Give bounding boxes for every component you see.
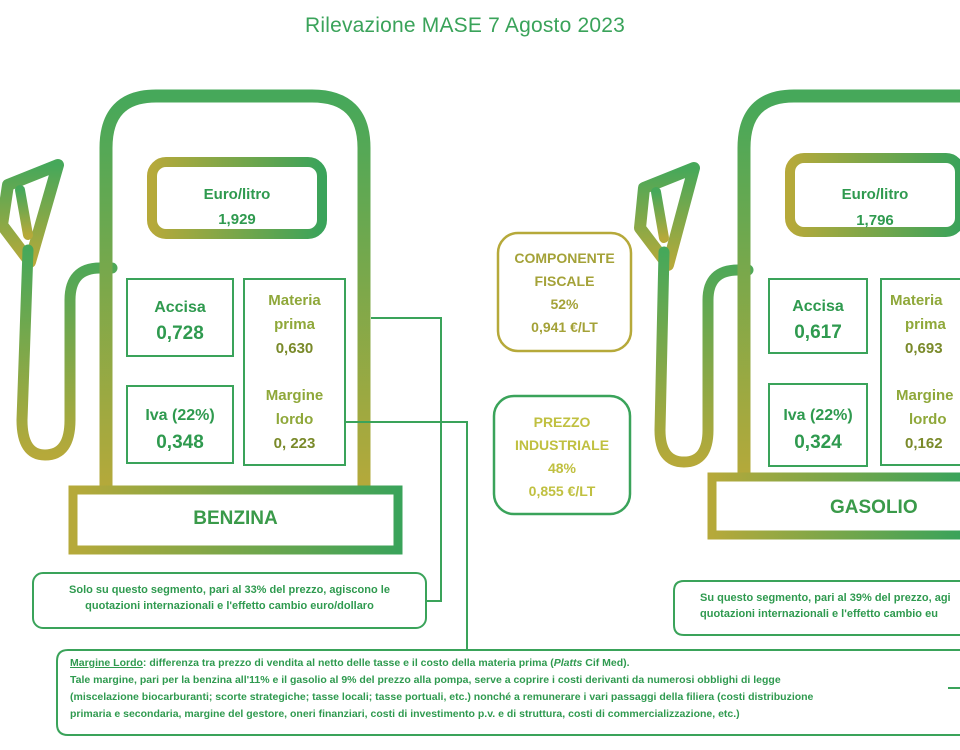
gasolio-margine-label-1: Margine bbox=[896, 387, 954, 404]
benzina-materia-label-2: prima bbox=[274, 316, 315, 333]
componente-value: 0,941 €/LT bbox=[531, 319, 598, 335]
benzina-margine-label-2: lordo bbox=[275, 411, 314, 428]
gasolio-iva-label: Iva (22%) bbox=[783, 407, 853, 424]
benzina-accisa-value: 0,728 bbox=[156, 323, 204, 344]
gasolio-margine-value: 0,162 bbox=[905, 435, 943, 452]
gasolio-note-box bbox=[673, 580, 960, 636]
benzina-materia-value: 0,630 bbox=[275, 340, 314, 357]
gasolio-euro-label: Euro/litro bbox=[841, 186, 909, 203]
prezzo-industriale-box bbox=[492, 394, 632, 516]
industriale-percent: 48% bbox=[547, 460, 577, 476]
page-title: Rilevazione MASE 7 Agosto 2023 bbox=[304, 14, 626, 37]
margine-note-line3: (miscelazione biocarburanti; scorte stra… bbox=[70, 691, 814, 703]
componente-line2: FISCALE bbox=[534, 273, 595, 289]
benzina-margine-label-1: Margine bbox=[265, 387, 324, 404]
gasolio-note: Su questo segmento, pari al 39% del prez… bbox=[700, 590, 960, 622]
gasolio-note-line1: Su questo segmento, pari al 39% del prez… bbox=[700, 592, 951, 604]
benzina-margine-value: 0, 223 bbox=[273, 435, 316, 452]
benzina-materia-box bbox=[243, 278, 346, 466]
benzina-accisa-box bbox=[126, 278, 234, 357]
componente-line1: COMPONENTE bbox=[514, 250, 615, 266]
benzina-note-line2: quotazioni internazionali e l'effetto ca… bbox=[85, 600, 374, 612]
gasolio-materia-box bbox=[880, 278, 960, 466]
benzina-name: BENZINA bbox=[193, 508, 278, 529]
gasolio-iva-value: 0,324 bbox=[794, 432, 842, 453]
gasolio-accisa-value: 0,617 bbox=[794, 322, 842, 343]
gasolio-materia-label-1: Materia bbox=[890, 292, 943, 309]
margine-note: Margine Lordo: differenza tra prezzo di … bbox=[70, 655, 936, 723]
componente-fiscale-box bbox=[496, 231, 633, 353]
benzina-iva-box bbox=[126, 385, 234, 464]
margine-note-box bbox=[56, 649, 960, 736]
benzina-materia-label-1: Materia bbox=[268, 292, 321, 309]
margine-note-line1: Margine Lordo: differenza tra prezzo di … bbox=[70, 655, 936, 672]
margine-note-line1-rest: : differenza tra prezzo di vendita al ne… bbox=[142, 657, 554, 669]
margine-note-term: Margine Lordo bbox=[70, 657, 143, 669]
gasolio-iva-box bbox=[768, 383, 868, 467]
benzina-note-line1: Solo su questo segmento, pari al 33% del… bbox=[69, 584, 390, 596]
margine-note-platts: Platts bbox=[553, 657, 583, 669]
gasolio-note-line2: quotazioni internazionali e l'effetto ca… bbox=[700, 608, 938, 620]
benzina-note-box bbox=[32, 572, 427, 629]
gasolio-pump-icon bbox=[634, 89, 960, 540]
benzina-iva-value: 0,348 bbox=[156, 432, 204, 453]
componente-percent: 52% bbox=[550, 296, 579, 312]
benzina-accisa-label: Accisa bbox=[154, 299, 206, 316]
benzina-euro-label: Euro/litro bbox=[203, 186, 271, 203]
gasolio-euro-value: 1,796 bbox=[856, 212, 894, 229]
benzina-iva-label: Iva (22%) bbox=[145, 407, 215, 424]
gasolio-accisa-box bbox=[768, 278, 868, 354]
benzina-pump-icon bbox=[0, 89, 403, 555]
gasolio-name: GASOLIO bbox=[830, 497, 918, 518]
gasolio-materia-value: 0,693 bbox=[905, 340, 943, 357]
gasolio-margine-label-2: lordo bbox=[909, 411, 947, 428]
industriale-line1: PREZZO bbox=[533, 414, 591, 430]
benzina-euro-value: 1,929 bbox=[218, 211, 256, 228]
industriale-line2: INDUSTRIALE bbox=[514, 437, 610, 453]
benzina-note: Solo su questo segmento, pari al 33% del… bbox=[33, 582, 426, 614]
margine-note-line1-end: Cif Med). bbox=[582, 657, 630, 669]
industriale-value: 0,855 €/LT bbox=[528, 483, 596, 499]
margine-note-line4: primaria e secondaria, margine del gesto… bbox=[70, 708, 740, 720]
gasolio-materia-label-2: prima bbox=[905, 316, 946, 333]
gasolio-accisa-label: Accisa bbox=[792, 298, 844, 315]
margine-note-line2: Tale margine, pari per la benzina all'11… bbox=[70, 674, 781, 686]
